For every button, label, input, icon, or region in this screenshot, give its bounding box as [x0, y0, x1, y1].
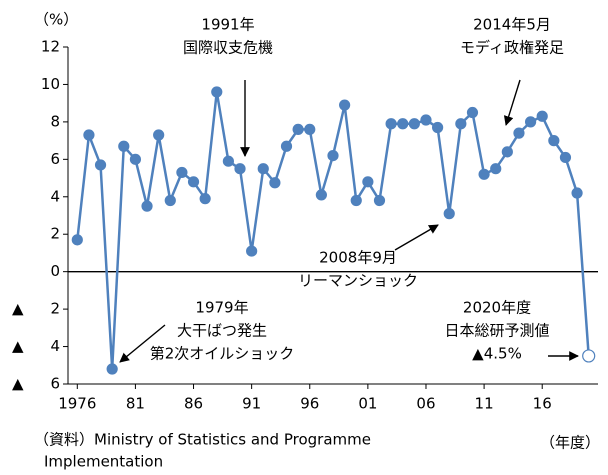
point [327, 149, 339, 162]
point [83, 129, 95, 141]
point [118, 140, 130, 152]
y-tick-label: 2 [50, 225, 60, 243]
annotation: 2014年5月 [473, 16, 551, 34]
x-tick-label: 11 [475, 395, 494, 413]
annotation: モディ政権発足 [460, 39, 564, 57]
annotation: 第2次オイルショック [150, 345, 295, 363]
y-tick-label: 10 [41, 75, 60, 93]
point [176, 166, 188, 179]
point [490, 163, 502, 175]
point [373, 194, 386, 207]
point [246, 245, 258, 257]
point [164, 194, 176, 207]
x-tick-label: 91 [242, 395, 261, 413]
annotation: 2008年9月 [319, 249, 397, 267]
point [420, 114, 432, 126]
annotation: 国際収支危機 [183, 39, 273, 57]
point [559, 151, 572, 164]
point [501, 146, 513, 158]
point [71, 234, 83, 246]
point [304, 123, 316, 135]
point [536, 110, 548, 122]
point [524, 116, 537, 128]
point [513, 127, 525, 139]
point [315, 189, 327, 201]
y-unit: （%） [34, 11, 78, 29]
point [466, 106, 479, 119]
y-tick-label: ▲ 2 [12, 300, 60, 318]
annotation: 1991年 [201, 16, 254, 34]
arrow [394, 224, 439, 251]
point [141, 200, 153, 212]
annotation: リーマンショック [298, 272, 418, 290]
point [280, 140, 293, 152]
point [257, 163, 269, 175]
source: Implementation [44, 453, 163, 471]
point [106, 363, 118, 375]
point [397, 118, 409, 130]
annotation: 大干ばつ発生 [177, 322, 267, 340]
annotation: 1979年 [195, 299, 248, 317]
point [455, 118, 467, 130]
point [339, 99, 351, 111]
x-tick-label: 16 [533, 395, 552, 413]
point [234, 163, 246, 175]
point [362, 176, 374, 188]
y-tick-label: ▲ 4 [12, 337, 60, 355]
point [548, 135, 560, 147]
arrow [503, 79, 521, 126]
annotation: 2020年度 [463, 299, 531, 317]
point [153, 129, 165, 141]
x-tick-label: 81 [126, 395, 145, 413]
x-tick-label: 06 [416, 395, 435, 413]
point [129, 153, 142, 165]
x-unit: （年度） [540, 434, 600, 452]
y-tick-label: 6 [50, 150, 60, 168]
x-tick-label: 86 [184, 395, 203, 413]
y-tick-label: 4 [50, 187, 60, 205]
point [94, 159, 107, 171]
point [443, 208, 455, 220]
x-tick-label: 1976 [58, 395, 96, 413]
y-tick-label: ▲ 6 [12, 375, 60, 393]
point [199, 193, 211, 205]
y-tick-label: 8 [50, 112, 60, 130]
point [350, 194, 362, 207]
point [408, 118, 420, 130]
point [582, 349, 596, 363]
x-tick-label: 01 [358, 395, 377, 413]
y-tick-label: 12 [41, 38, 60, 56]
source: （資料）Ministry of Statistics and Programme [34, 431, 371, 449]
annotation: 日本総研予測値 [444, 322, 549, 340]
arrow [119, 324, 166, 363]
annotation: ▲4.5% [472, 345, 522, 363]
y-tick-label: 0 [50, 262, 60, 280]
point [432, 121, 444, 134]
point [571, 187, 583, 199]
point [187, 176, 200, 188]
point [222, 155, 234, 167]
point [385, 118, 397, 130]
point [478, 168, 490, 180]
point [211, 86, 223, 98]
point [269, 177, 281, 189]
x-tick-label: 96 [300, 395, 319, 413]
point [292, 123, 304, 135]
